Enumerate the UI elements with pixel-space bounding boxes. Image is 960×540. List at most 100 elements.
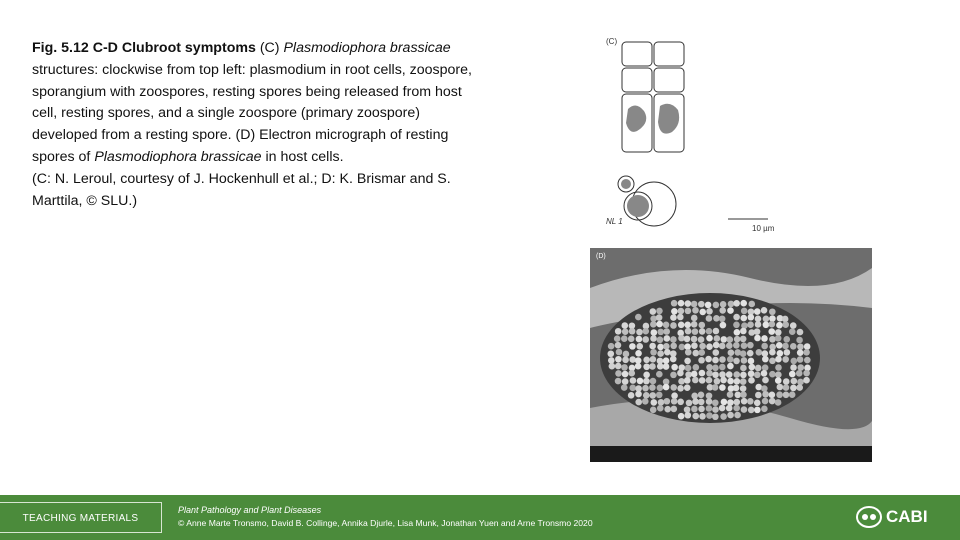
spore: [796, 336, 803, 344]
spore: [677, 313, 684, 321]
spore: [712, 301, 720, 309]
spore: [796, 356, 804, 363]
spore: [699, 308, 707, 316]
spore: [698, 300, 705, 308]
spore: [754, 334, 761, 342]
spore: [761, 385, 768, 392]
spore: [706, 384, 714, 391]
spore: [627, 392, 635, 399]
spore: [788, 391, 796, 398]
spore: [635, 398, 643, 406]
spore: [769, 308, 776, 316]
spore: [670, 322, 677, 329]
spore: [726, 355, 734, 363]
spore: [684, 327, 692, 335]
spore: [718, 315, 726, 323]
spore: [755, 349, 763, 356]
spore: [699, 342, 706, 350]
spore: [662, 378, 670, 386]
spore: [789, 343, 797, 350]
spore: [761, 342, 768, 350]
spore: [649, 377, 657, 385]
spore: [622, 350, 630, 358]
spore: [677, 384, 684, 392]
spore: [635, 350, 642, 357]
footer-copyright: © Anne Marte Tronsmo, David B. Collinge,…: [178, 518, 593, 528]
spore: [755, 391, 762, 399]
spore: [803, 369, 810, 377]
spore: [725, 371, 733, 378]
spore: [733, 371, 741, 378]
spore: [662, 357, 670, 364]
spore: [761, 405, 768, 413]
spore: [691, 392, 698, 400]
spore: [614, 341, 622, 349]
spore: [650, 315, 657, 322]
spore: [656, 370, 663, 378]
spore: [774, 334, 782, 342]
spore: [615, 348, 623, 356]
spore: [733, 321, 740, 329]
spore: [697, 336, 705, 343]
spore: [683, 406, 691, 413]
spore: [768, 320, 776, 328]
spore: [782, 391, 790, 399]
spore: [677, 329, 684, 337]
caption: Fig. 5.12 C-D Clubroot symptoms (C) Plas…: [32, 38, 487, 212]
spores: [607, 299, 811, 421]
spore: [769, 315, 776, 322]
spore: [727, 300, 735, 308]
spore: [642, 336, 650, 343]
spore: [650, 348, 657, 356]
spore: [614, 377, 622, 385]
spore: [705, 376, 713, 384]
spore: [753, 308, 761, 315]
spore: [769, 370, 776, 378]
spore: [769, 335, 776, 343]
spore: [725, 404, 733, 412]
spore: [706, 343, 713, 350]
spore: [622, 356, 629, 364]
info-bar: [590, 446, 872, 462]
spore: [718, 404, 726, 412]
spore: [650, 335, 657, 342]
spore: [704, 301, 712, 309]
spore: [775, 371, 782, 378]
spore: [797, 378, 804, 386]
spore: [774, 329, 782, 336]
spore: [712, 327, 720, 335]
spore: [692, 376, 699, 384]
spore: [727, 307, 734, 314]
spore: [705, 405, 713, 412]
spore: [747, 370, 755, 378]
spore: [769, 343, 776, 351]
caption-text: in host cells.: [261, 148, 344, 165]
spore: [671, 363, 678, 371]
spore: [643, 377, 650, 385]
spore: [690, 321, 698, 328]
spore: [740, 327, 747, 335]
spore: [734, 411, 741, 419]
spore: [712, 364, 719, 372]
spore: [663, 343, 670, 350]
spore: [621, 370, 629, 378]
spore: [776, 391, 783, 399]
spore: [643, 356, 650, 364]
spore: [608, 362, 616, 370]
spore: [739, 335, 747, 343]
spore: [643, 371, 650, 379]
spore: [782, 384, 790, 391]
spore: [712, 356, 719, 364]
spore: [664, 348, 671, 356]
spore: [740, 397, 748, 405]
spore: [712, 341, 720, 349]
spore: [727, 362, 734, 370]
spore: [650, 329, 658, 336]
spore: [620, 335, 628, 342]
spore: [720, 336, 728, 343]
spore: [753, 399, 761, 407]
spore: [636, 328, 643, 336]
spore: [657, 328, 665, 336]
spore: [607, 357, 615, 364]
